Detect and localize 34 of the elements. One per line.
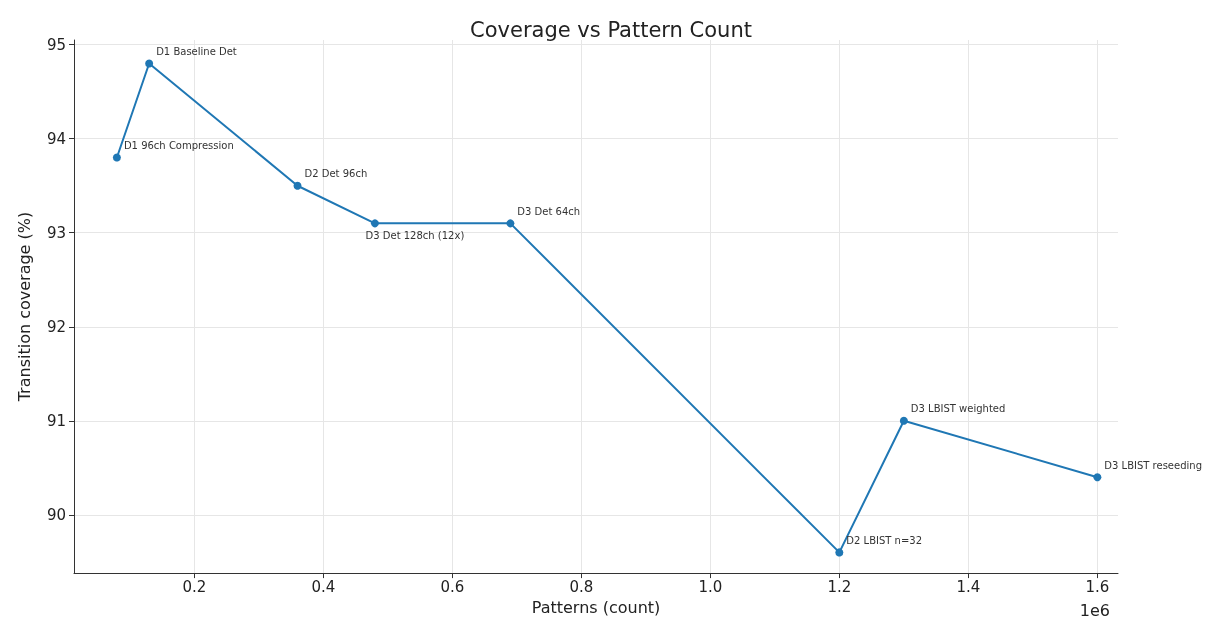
annotation: D1 Baseline Det [156,46,237,58]
y-tick-label: 91 [46,411,66,430]
annotation: D3 Det 64ch [517,205,581,217]
text: 1e6 [1079,600,1110,620]
point [1093,473,1102,482]
point [835,548,844,557]
x-tick-label: 1.2 [827,577,852,596]
x-tick-label: 0.4 [311,577,336,596]
point [506,219,515,228]
annotation: D1 96ch Compression [123,140,234,152]
annotation: D2 Det 96ch [304,168,368,180]
x-tick-label: 0.8 [569,577,594,596]
x-tick-label: 1.0 [698,577,723,596]
chart-title: Coverage vs Pattern Count [470,17,752,42]
x-axis-title: Patterns (count) [531,597,661,617]
point [112,153,121,162]
y-tick-label: 93 [46,223,66,242]
annotation: D3 LBIST weighted [910,403,1006,415]
y-tick-label: 94 [46,129,66,148]
annotation: D2 LBIST n=32 [846,534,923,546]
x-tick-label: 0.2 [182,577,207,596]
point [899,416,908,425]
point [145,59,154,68]
point [370,219,379,228]
x-tick-label: 1.4 [956,577,981,596]
y-tick-label: 95 [46,35,66,54]
y-tick-label: 90 [46,505,66,524]
y-axis-title: Transition coverage (%) [14,211,34,403]
annotation: D3 Det 128ch (12x) [365,229,465,241]
point [293,181,302,190]
annotation: D3 LBIST reseeding [1104,459,1202,471]
y-tick-label: 92 [46,317,66,336]
x-tick-label: 0.6 [440,577,465,596]
x-tick-label: 1.6 [1085,577,1110,596]
